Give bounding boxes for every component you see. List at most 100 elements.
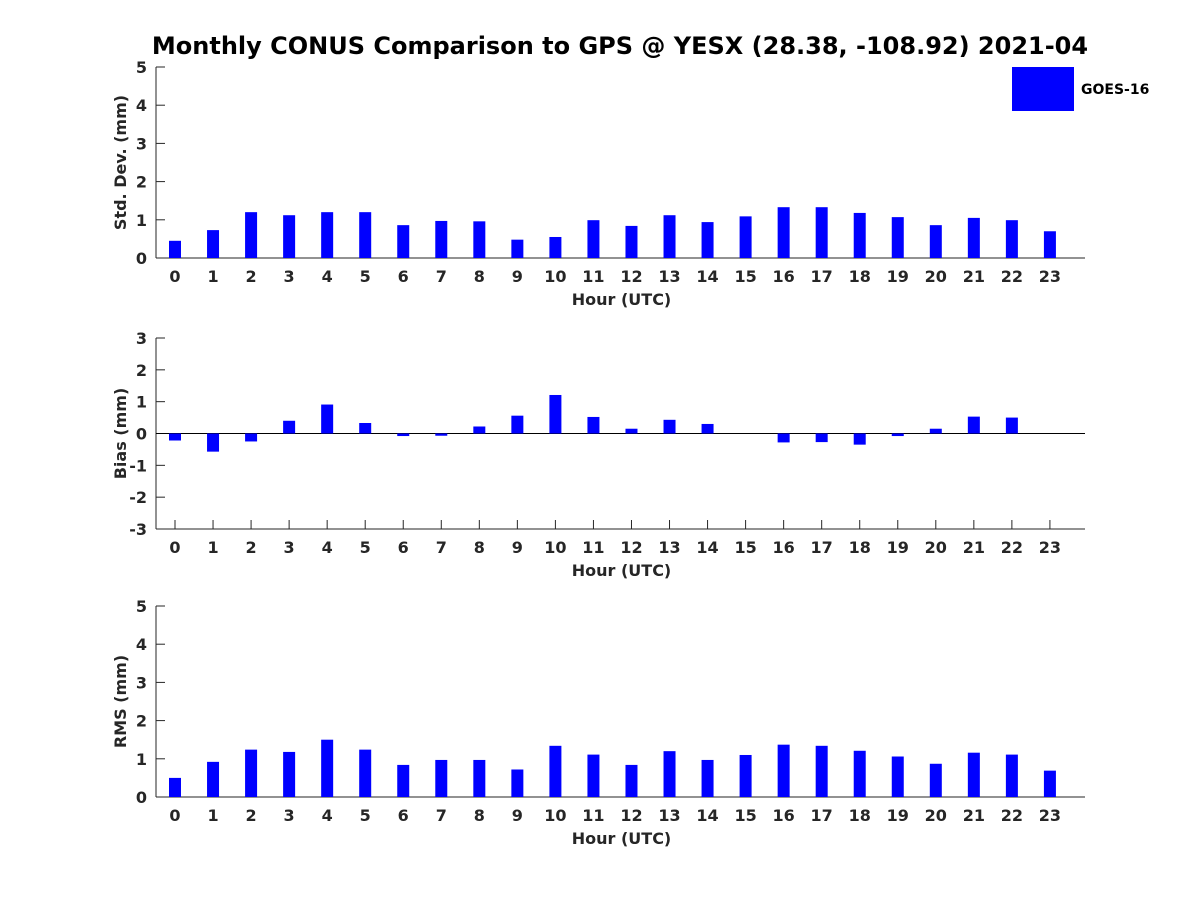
rms-bar-hour-5 (359, 749, 372, 797)
std-dev-bar-hour-8 (473, 221, 486, 258)
rms-x-tick-label: 11 (582, 806, 604, 825)
std-dev-bar-hour-21 (967, 217, 980, 258)
rms-y-tick-label: 5 (136, 597, 147, 616)
bias-y-tick-label: 3 (136, 329, 147, 348)
bias-bar-hour-12 (625, 428, 638, 434)
rms-x-tick-label: 18 (849, 806, 871, 825)
bias-bar-hour-19 (891, 433, 904, 437)
rms-x-tick-label: 17 (811, 806, 833, 825)
rms-x-tick-label: 1 (207, 806, 218, 825)
rms-y-tick-label: 2 (136, 712, 147, 731)
bias-bar-hour-17 (815, 433, 828, 443)
std-dev-bar-hour-14 (701, 222, 714, 258)
rms-y-tick-label: 0 (136, 788, 147, 807)
bias-x-axis-label: Hour (UTC) (572, 561, 672, 580)
rms-x-tick-label: 12 (620, 806, 642, 825)
std-dev-bar-hour-13 (663, 215, 676, 258)
std-dev-bar-hour-19 (891, 217, 904, 258)
bias-x-tick-label: 19 (887, 538, 909, 557)
std-dev-x-tick-label: 22 (1001, 267, 1023, 286)
std-dev-bar-hour-16 (777, 207, 790, 258)
std-dev-x-tick-label: 8 (474, 267, 485, 286)
bias-x-tick-label: 2 (246, 538, 257, 557)
std-dev-x-tick-label: 3 (284, 267, 295, 286)
std-dev-bar-hour-17 (815, 207, 828, 258)
rms-x-tick-label: 20 (925, 806, 947, 825)
rms-bar-hour-8 (473, 759, 486, 797)
std-dev-bar-hour-3 (283, 215, 296, 258)
bias-bar-hour-6 (397, 433, 410, 437)
rms-bar-hour-9 (511, 769, 524, 797)
rms-x-axis-label: Hour (UTC) (572, 829, 672, 848)
rms-x-tick-label: 4 (322, 806, 333, 825)
std-dev-x-tick-label: 7 (436, 267, 447, 286)
std-dev-x-tick-label: 16 (773, 267, 795, 286)
bias-bar-hour-13 (663, 419, 676, 434)
std-dev-y-tick-label: 5 (136, 58, 147, 77)
rms-y-axis-label: RMS (mm) (111, 655, 130, 748)
std-dev-bar-hour-10 (549, 236, 562, 258)
std-dev-bar-hour-5 (359, 212, 372, 258)
rms-bar-hour-13 (663, 751, 676, 797)
bias-x-tick-label: 13 (658, 538, 680, 557)
std-dev-x-tick-label: 10 (544, 267, 566, 286)
std-dev-bar-hour-11 (587, 220, 600, 258)
std-dev-x-tick-label: 9 (512, 267, 523, 286)
rms-bar-hour-15 (739, 754, 752, 797)
rms-bar-hour-1 (207, 761, 220, 797)
std-dev-x-tick-label: 18 (849, 267, 871, 286)
bias-y-tick-label: 2 (136, 361, 147, 380)
rms-x-tick-label: 23 (1039, 806, 1061, 825)
rms-y-tick-label: 1 (136, 750, 147, 769)
rms-bar-hour-7 (435, 759, 448, 797)
bias-x-tick-label: 8 (474, 538, 485, 557)
std-dev-x-tick-label: 11 (582, 267, 604, 286)
std-dev-x-tick-label: 14 (696, 267, 718, 286)
rms-x-tick-label: 13 (658, 806, 680, 825)
rms-y-tick-label: 3 (136, 673, 147, 692)
rms-x-tick-label: 8 (474, 806, 485, 825)
rms-x-tick-label: 0 (169, 806, 180, 825)
rms-x-tick-label: 9 (512, 806, 523, 825)
std-dev-bar-hour-0 (169, 240, 181, 258)
std-dev-x-tick-label: 4 (322, 267, 333, 286)
std-dev-bar-hour-4 (321, 212, 334, 258)
rms-x-tick-label: 5 (360, 806, 371, 825)
bias-y-tick-label: -1 (129, 456, 147, 475)
rms-bar-hour-18 (853, 750, 866, 797)
rms-bar-hour-3 (283, 751, 296, 797)
std-dev-x-tick-label: 6 (398, 267, 409, 286)
bias-x-tick-label: 22 (1001, 538, 1023, 557)
bias-bar-hour-8 (473, 426, 486, 434)
bias-bar-hour-18 (853, 433, 866, 445)
bias-bar-hour-5 (359, 422, 372, 434)
bias-y-tick-label: -3 (129, 520, 147, 539)
rms-bar-hour-10 (549, 745, 562, 797)
bias-bar-hour-7 (435, 433, 448, 436)
rms-x-tick-label: 21 (963, 806, 985, 825)
bias-x-tick-label: 12 (620, 538, 642, 557)
bias-x-tick-label: 21 (963, 538, 985, 557)
bias-x-tick-label: 6 (398, 538, 409, 557)
rms-x-tick-label: 6 (398, 806, 409, 825)
legend: GOES-16 (1012, 67, 1149, 111)
std-dev-x-tick-label: 13 (658, 267, 680, 286)
bias-x-tick-label: 7 (436, 538, 447, 557)
rms-bar-hour-17 (815, 745, 828, 797)
bias-x-tick-label: 3 (284, 538, 295, 557)
rms-x-tick-label: 19 (887, 806, 909, 825)
bias-x-tick-label: 16 (773, 538, 795, 557)
rms-bar-hour-19 (891, 756, 904, 797)
std-dev-y-tick-label: 1 (136, 211, 147, 230)
rms-x-tick-label: 14 (696, 806, 718, 825)
rms-bar-hour-21 (967, 752, 980, 797)
bias-bar-hour-2 (245, 433, 258, 442)
rms-x-tick-label: 7 (436, 806, 447, 825)
std-dev-x-tick-label: 0 (169, 267, 180, 286)
bias-bar-hour-22 (1005, 417, 1018, 434)
bias-y-tick-label: 1 (136, 393, 147, 412)
bias-bar-hour-4 (321, 404, 334, 434)
std-dev-y-tick-label: 0 (136, 249, 147, 268)
